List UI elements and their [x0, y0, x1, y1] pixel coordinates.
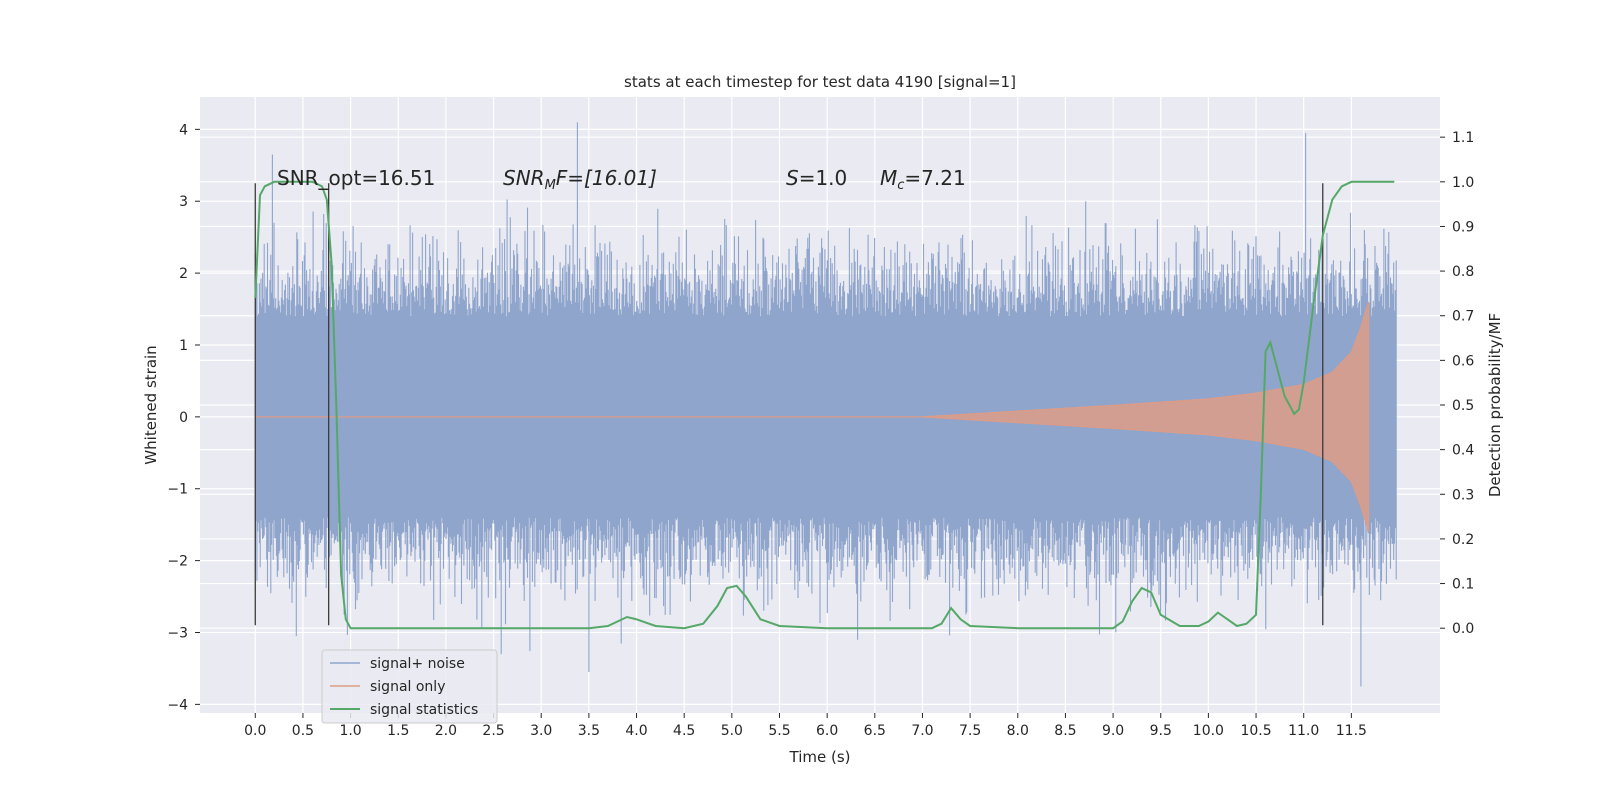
x-tick-label: 8.0 [1007, 723, 1029, 739]
annotation-mc-name: M [880, 166, 897, 190]
x-tick-label: 2.5 [482, 723, 504, 739]
x-tick-label: 7.0 [911, 723, 933, 739]
x-tick-label: 1.5 [387, 723, 409, 739]
annotation-s-name: S [786, 166, 799, 190]
y-tick-label: −3 [167, 625, 188, 641]
y-right-axis-ticks: 1.1 1.0 0.9 0.8 0.7 0.6 0.5 0.4 0.3 0.2 0.1 0.0 [1440, 130, 1474, 637]
y-right-tick-label: 0.5 [1452, 398, 1474, 414]
vertical-markers [254, 183, 1324, 626]
x-tick-label: 11.5 [1336, 723, 1367, 739]
annotation-s: S=1.0 [786, 166, 847, 190]
x-tick-label: 1.0 [339, 723, 361, 739]
y-tick-label: −4 [167, 697, 188, 713]
y-right-tick-label: 0.7 [1452, 309, 1474, 325]
x-axis-ticks: 0.0 0.5 1.0 1.5 2.0 2.5 3.0 3.5 4.0 4.5 5.0 5.5 6.0 6… [244, 713, 1367, 739]
x-tick-label: 9.0 [1102, 723, 1124, 739]
y-tick-label: 1 [179, 338, 188, 354]
y-right-tick-label: 0.9 [1452, 219, 1474, 235]
annotation-snr-mf-sub: M [545, 178, 556, 193]
x-tick-label: 4.5 [673, 723, 695, 739]
x-tick-label: 2.0 [435, 723, 457, 739]
legend-label: signal+ noise [370, 656, 465, 672]
x-tick-label: 3.0 [530, 723, 552, 739]
x-tick-label: 4.0 [625, 723, 647, 739]
x-tick-label: 11.0 [1288, 723, 1319, 739]
legend: signal+ noise signal only signal statistic… [321, 649, 498, 724]
y-right-axis-label: Detection probability/MF [1486, 313, 1504, 497]
y-tick-label: 4 [179, 122, 188, 138]
x-tick-label: 3.5 [578, 723, 600, 739]
x-tick-label: 9.5 [1150, 723, 1172, 739]
x-tick-label: 6.0 [816, 723, 838, 739]
y-axis-label: Whitened strain [142, 345, 160, 464]
annotation-snr-mf: SNRMF=[16.01] [503, 166, 657, 193]
x-axis-label: Time (s) [789, 748, 851, 766]
y-right-tick-label: 0.6 [1452, 353, 1474, 369]
plot-area [254, 122, 1397, 687]
signal-only-series [255, 301, 1370, 533]
x-tick-label: 6.5 [864, 723, 886, 739]
y-tick-label: 3 [179, 194, 188, 210]
legend-box [321, 649, 498, 724]
x-tick-label: 5.5 [768, 723, 790, 739]
annotation-snr-mf-name: SNR [503, 166, 545, 190]
y-right-tick-label: 0.1 [1452, 577, 1474, 593]
x-tick-label: 0.0 [244, 723, 266, 739]
annotation-s-rest: =1.0 [799, 166, 848, 190]
y-right-tick-label: 1.1 [1452, 130, 1474, 146]
legend-label: signal only [370, 679, 445, 695]
y-right-tick-label: 0.2 [1452, 532, 1474, 548]
y-tick-label: 2 [179, 266, 188, 282]
annotation-snr-mf-rest: F=[16.01] [556, 166, 657, 190]
y-right-tick-label: 0.3 [1452, 487, 1474, 503]
annotation-mc-sub: c [897, 178, 904, 193]
y-tick-label: 0 [179, 410, 188, 426]
annotation-mc: Mc=7.21 [880, 166, 966, 193]
legend-label: signal statistics [370, 702, 478, 718]
y-tick-label: −2 [167, 554, 188, 570]
x-tick-label: 10.5 [1240, 723, 1271, 739]
y-right-tick-label: 0.0 [1452, 621, 1474, 637]
x-tick-label: 0.5 [292, 723, 314, 739]
x-tick-label: 10.0 [1193, 723, 1224, 739]
y-tick-label: −1 [167, 482, 188, 498]
signal-statistics-series [254, 180, 1395, 630]
x-tick-label: 7.5 [959, 723, 981, 739]
annotation-mc-rest: =7.21 [904, 166, 965, 190]
y-right-tick-label: 0.4 [1452, 443, 1474, 459]
x-tick-label: 5.0 [721, 723, 743, 739]
x-tick-label: 8.5 [1054, 723, 1076, 739]
y-axis-ticks: 4 3 2 1 0 −1 −2 −3 −4 [167, 122, 200, 713]
y-right-tick-label: 1.0 [1452, 175, 1474, 191]
chart-title: stats at each timestep for test data 419… [624, 73, 1016, 91]
y-right-tick-label: 0.8 [1452, 264, 1474, 280]
annotation-snr-opt: SNR_opt=16.51 [277, 166, 435, 190]
